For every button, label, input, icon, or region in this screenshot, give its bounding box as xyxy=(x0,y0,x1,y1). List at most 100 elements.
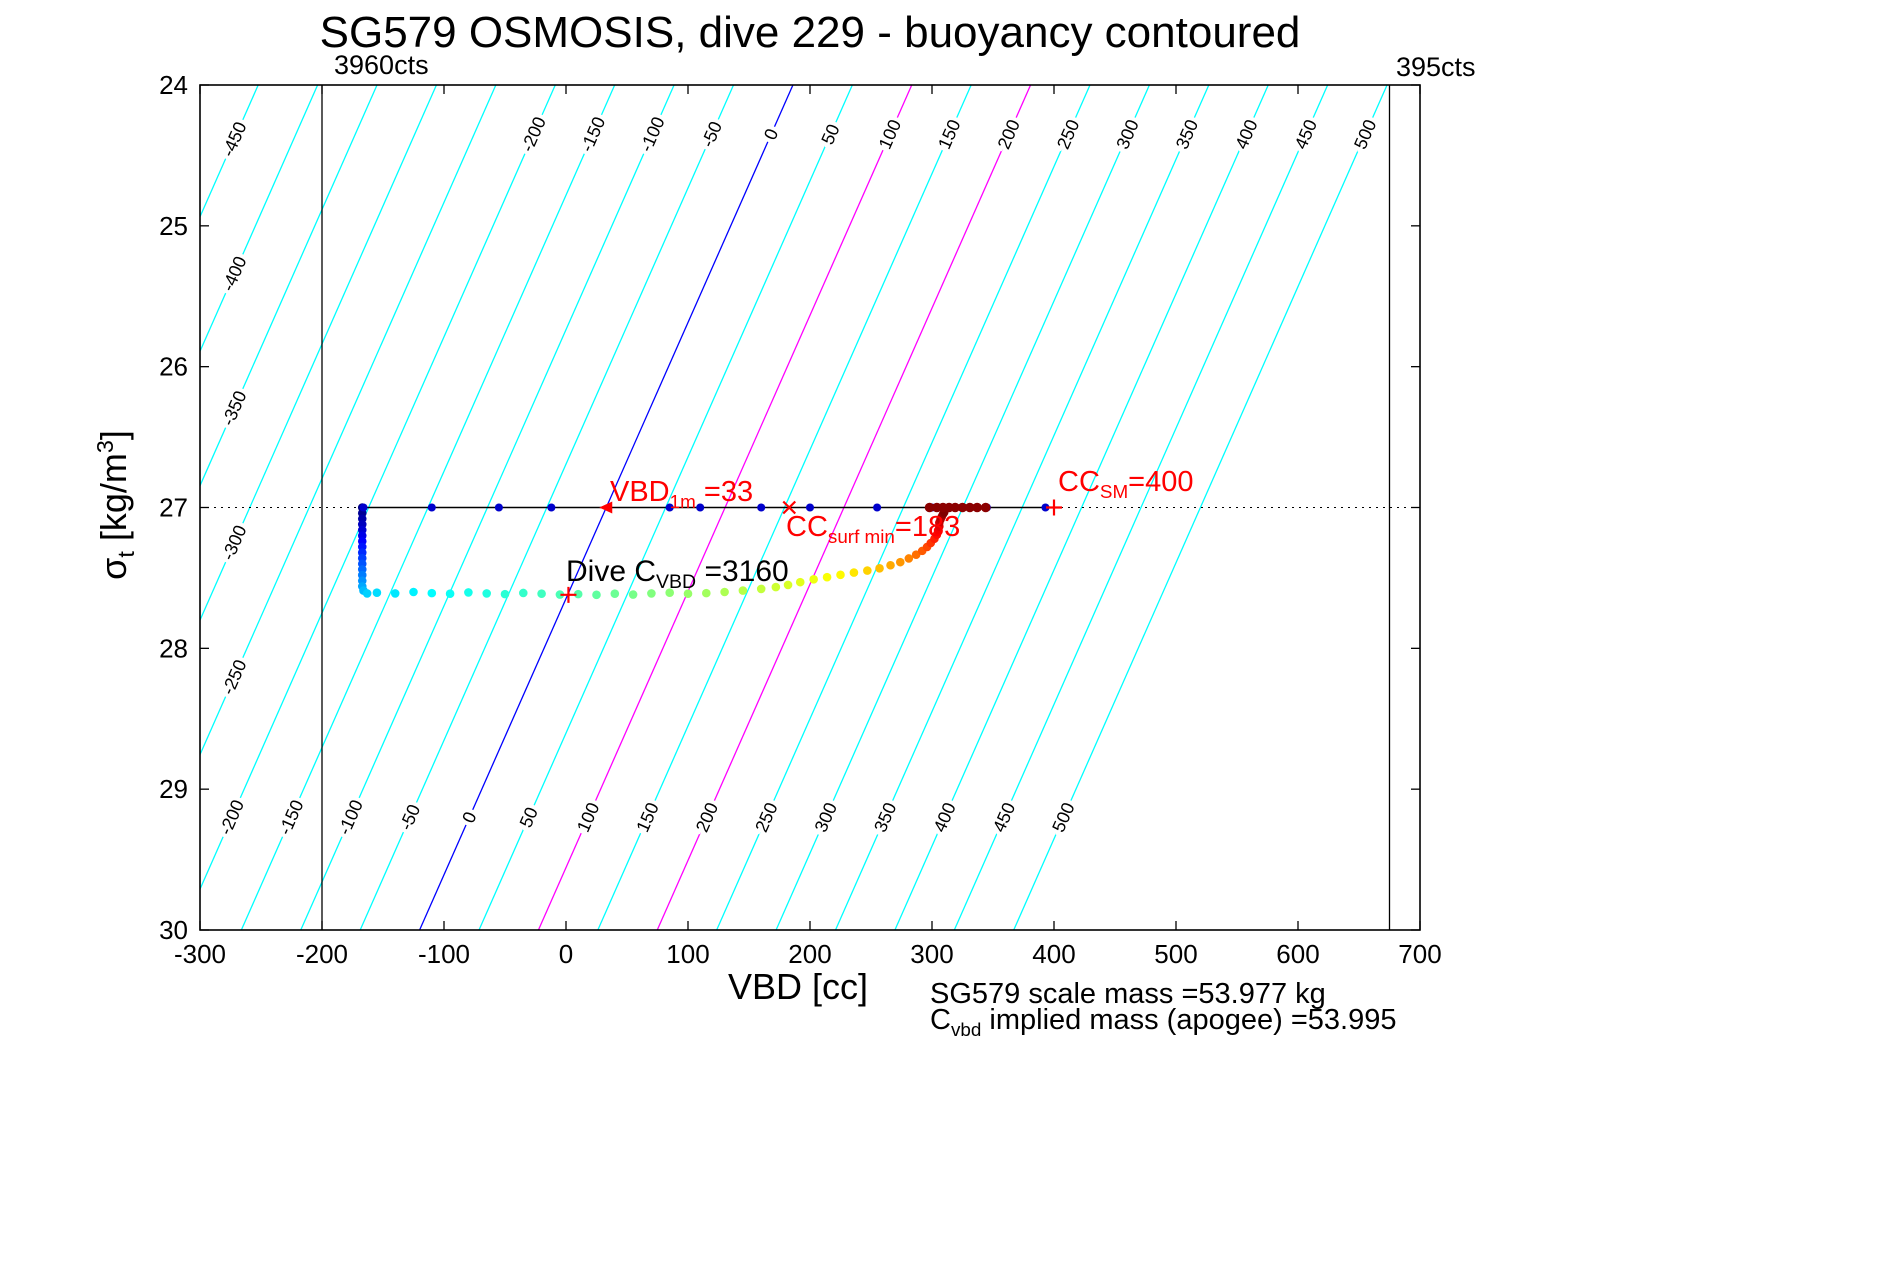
annotation-vbd-1m-pre: VBD xyxy=(610,476,670,508)
contour-line-450 xyxy=(953,84,1329,931)
contour-line-500 xyxy=(1013,84,1388,931)
contour-label--250: -250 xyxy=(218,657,251,698)
dive-trace-point xyxy=(849,568,859,577)
dive-trace-point xyxy=(482,589,492,598)
dive-trace-point xyxy=(795,577,805,587)
y-tick-label: 24 xyxy=(159,70,188,100)
contour-label-450: 450 xyxy=(989,800,1019,836)
dive-trace-point xyxy=(863,566,872,575)
contour-label-0: 0 xyxy=(458,809,480,826)
contour-label-250: 250 xyxy=(1053,117,1083,153)
dive-trace-point xyxy=(683,589,693,598)
contour-label--300: -300 xyxy=(218,522,251,563)
dive-trace-point xyxy=(756,584,766,594)
y-axis-label: σt [kg/m3] xyxy=(92,430,140,580)
contour-label-150: 150 xyxy=(632,800,662,836)
dive-trace-point xyxy=(809,575,818,584)
annotation-cc-sm-pre: CC xyxy=(1058,466,1100,498)
apogee-dot-darkred xyxy=(924,502,935,513)
contour-label-250: 250 xyxy=(751,800,781,836)
ylabel-units: [kg/m xyxy=(92,453,134,552)
apogee-dot-blue xyxy=(873,503,882,512)
apogee-dot-darkred xyxy=(965,502,975,513)
dive-trace-point xyxy=(771,582,781,592)
dive-trace-point xyxy=(445,589,455,598)
y-tick-label: 27 xyxy=(159,493,188,523)
marker-plus xyxy=(560,586,577,603)
ylabel-sup: 3 xyxy=(91,440,118,454)
x-axis-label: VBD [cc] xyxy=(728,966,869,1007)
y-tick-label: 30 xyxy=(159,915,188,945)
x-tick-label: -100 xyxy=(418,939,470,969)
implied-mass-pre: C xyxy=(930,1004,951,1036)
marker-x xyxy=(782,500,797,515)
apogee-dot-blue xyxy=(1041,503,1050,512)
dive-trace-point xyxy=(610,589,620,598)
contour-label-50: 50 xyxy=(516,804,542,830)
dive-trace-point xyxy=(372,588,382,598)
x-tick-label: 700 xyxy=(1398,939,1441,969)
y-tick-label: 29 xyxy=(159,774,188,804)
annotation-vbd-1m-sub: 1m xyxy=(669,490,696,512)
contour-label-0: 0 xyxy=(760,126,782,143)
implied-mass-text: Cvbd implied mass (apogee) =53.995 xyxy=(930,1004,1396,1041)
vbd-limit-right-counts-label: 395cts xyxy=(1396,52,1476,82)
dive-trace-point xyxy=(519,588,528,598)
apogee-dot-blue xyxy=(757,503,766,512)
contour-label-500: 500 xyxy=(1350,117,1380,153)
apogee-dot-blue xyxy=(547,503,556,512)
contour-label-300: 300 xyxy=(811,800,841,836)
annotation-cc-surf-min-pre: CC xyxy=(786,511,828,543)
contour-label-100: 100 xyxy=(573,800,603,836)
contour-label-350: 350 xyxy=(870,800,900,836)
contour-label-400: 400 xyxy=(929,800,959,836)
x-tick-label: -300 xyxy=(174,939,226,969)
annotation-dive-cvbd-value: =3160 xyxy=(696,555,789,588)
contour-label--50: -50 xyxy=(697,118,726,150)
dive-trace-point xyxy=(647,589,656,598)
annotation-cc-sm: CCSM=400 xyxy=(1058,466,1193,503)
ylabel-sub: t xyxy=(113,551,140,558)
contour-label-450: 450 xyxy=(1291,117,1321,153)
x-tick-label: 300 xyxy=(910,939,953,969)
dive-trace-point xyxy=(886,560,895,570)
contour-line--300 xyxy=(199,84,438,621)
apogee-dot-blue xyxy=(806,503,814,512)
implied-mass-value: implied mass (apogee) =53.995 xyxy=(981,1004,1397,1036)
apogee-dot-blue xyxy=(427,503,436,512)
y-tick-label: 28 xyxy=(159,633,188,663)
annotation-cc-sm-value: =400 xyxy=(1128,466,1194,498)
apogee-dot-darkred xyxy=(980,502,991,513)
contour-label--100: -100 xyxy=(636,114,669,155)
apogee-dot-blue xyxy=(494,503,503,512)
contour-label--450: -450 xyxy=(218,119,251,160)
marker-triangle-left xyxy=(599,501,613,514)
dive-trace-point xyxy=(738,586,748,595)
annotation-vbd-1m-value: =33 xyxy=(695,476,754,508)
annotation-cc-sm-sub: SM xyxy=(1099,480,1129,502)
contour-label--200: -200 xyxy=(215,797,248,838)
annotation-cc-surf-min-sub: surf min xyxy=(827,525,895,547)
y-tick-label: 25 xyxy=(159,211,188,241)
contour-label-300: 300 xyxy=(1112,117,1142,153)
scale-mass-text: SG579 scale mass =53.977 kg xyxy=(930,978,1326,1010)
ylabel-close: ] xyxy=(92,430,134,441)
contour-label--50: -50 xyxy=(396,801,425,833)
dive-trace-point xyxy=(720,587,729,597)
contour-label-400: 400 xyxy=(1231,117,1261,153)
apogee-dot-darkred xyxy=(957,502,968,513)
contour-label--400: -400 xyxy=(218,253,251,294)
contour-label-200: 200 xyxy=(692,800,722,836)
contour-label--150: -150 xyxy=(275,797,308,838)
dive-trace-point xyxy=(875,564,884,573)
dive-trace-point xyxy=(822,572,832,582)
apogee-dot-blue xyxy=(359,503,368,512)
contour-line-400 xyxy=(894,84,1269,931)
ylabel-sigma: σ xyxy=(92,557,134,580)
y-tick-label: 26 xyxy=(159,352,188,382)
contour-label--350: -350 xyxy=(218,388,251,429)
contour-label--200: -200 xyxy=(517,114,550,155)
annotation-dive-cvbd-sub: VBD xyxy=(656,571,697,593)
apogee-dot-darkred xyxy=(950,502,960,513)
